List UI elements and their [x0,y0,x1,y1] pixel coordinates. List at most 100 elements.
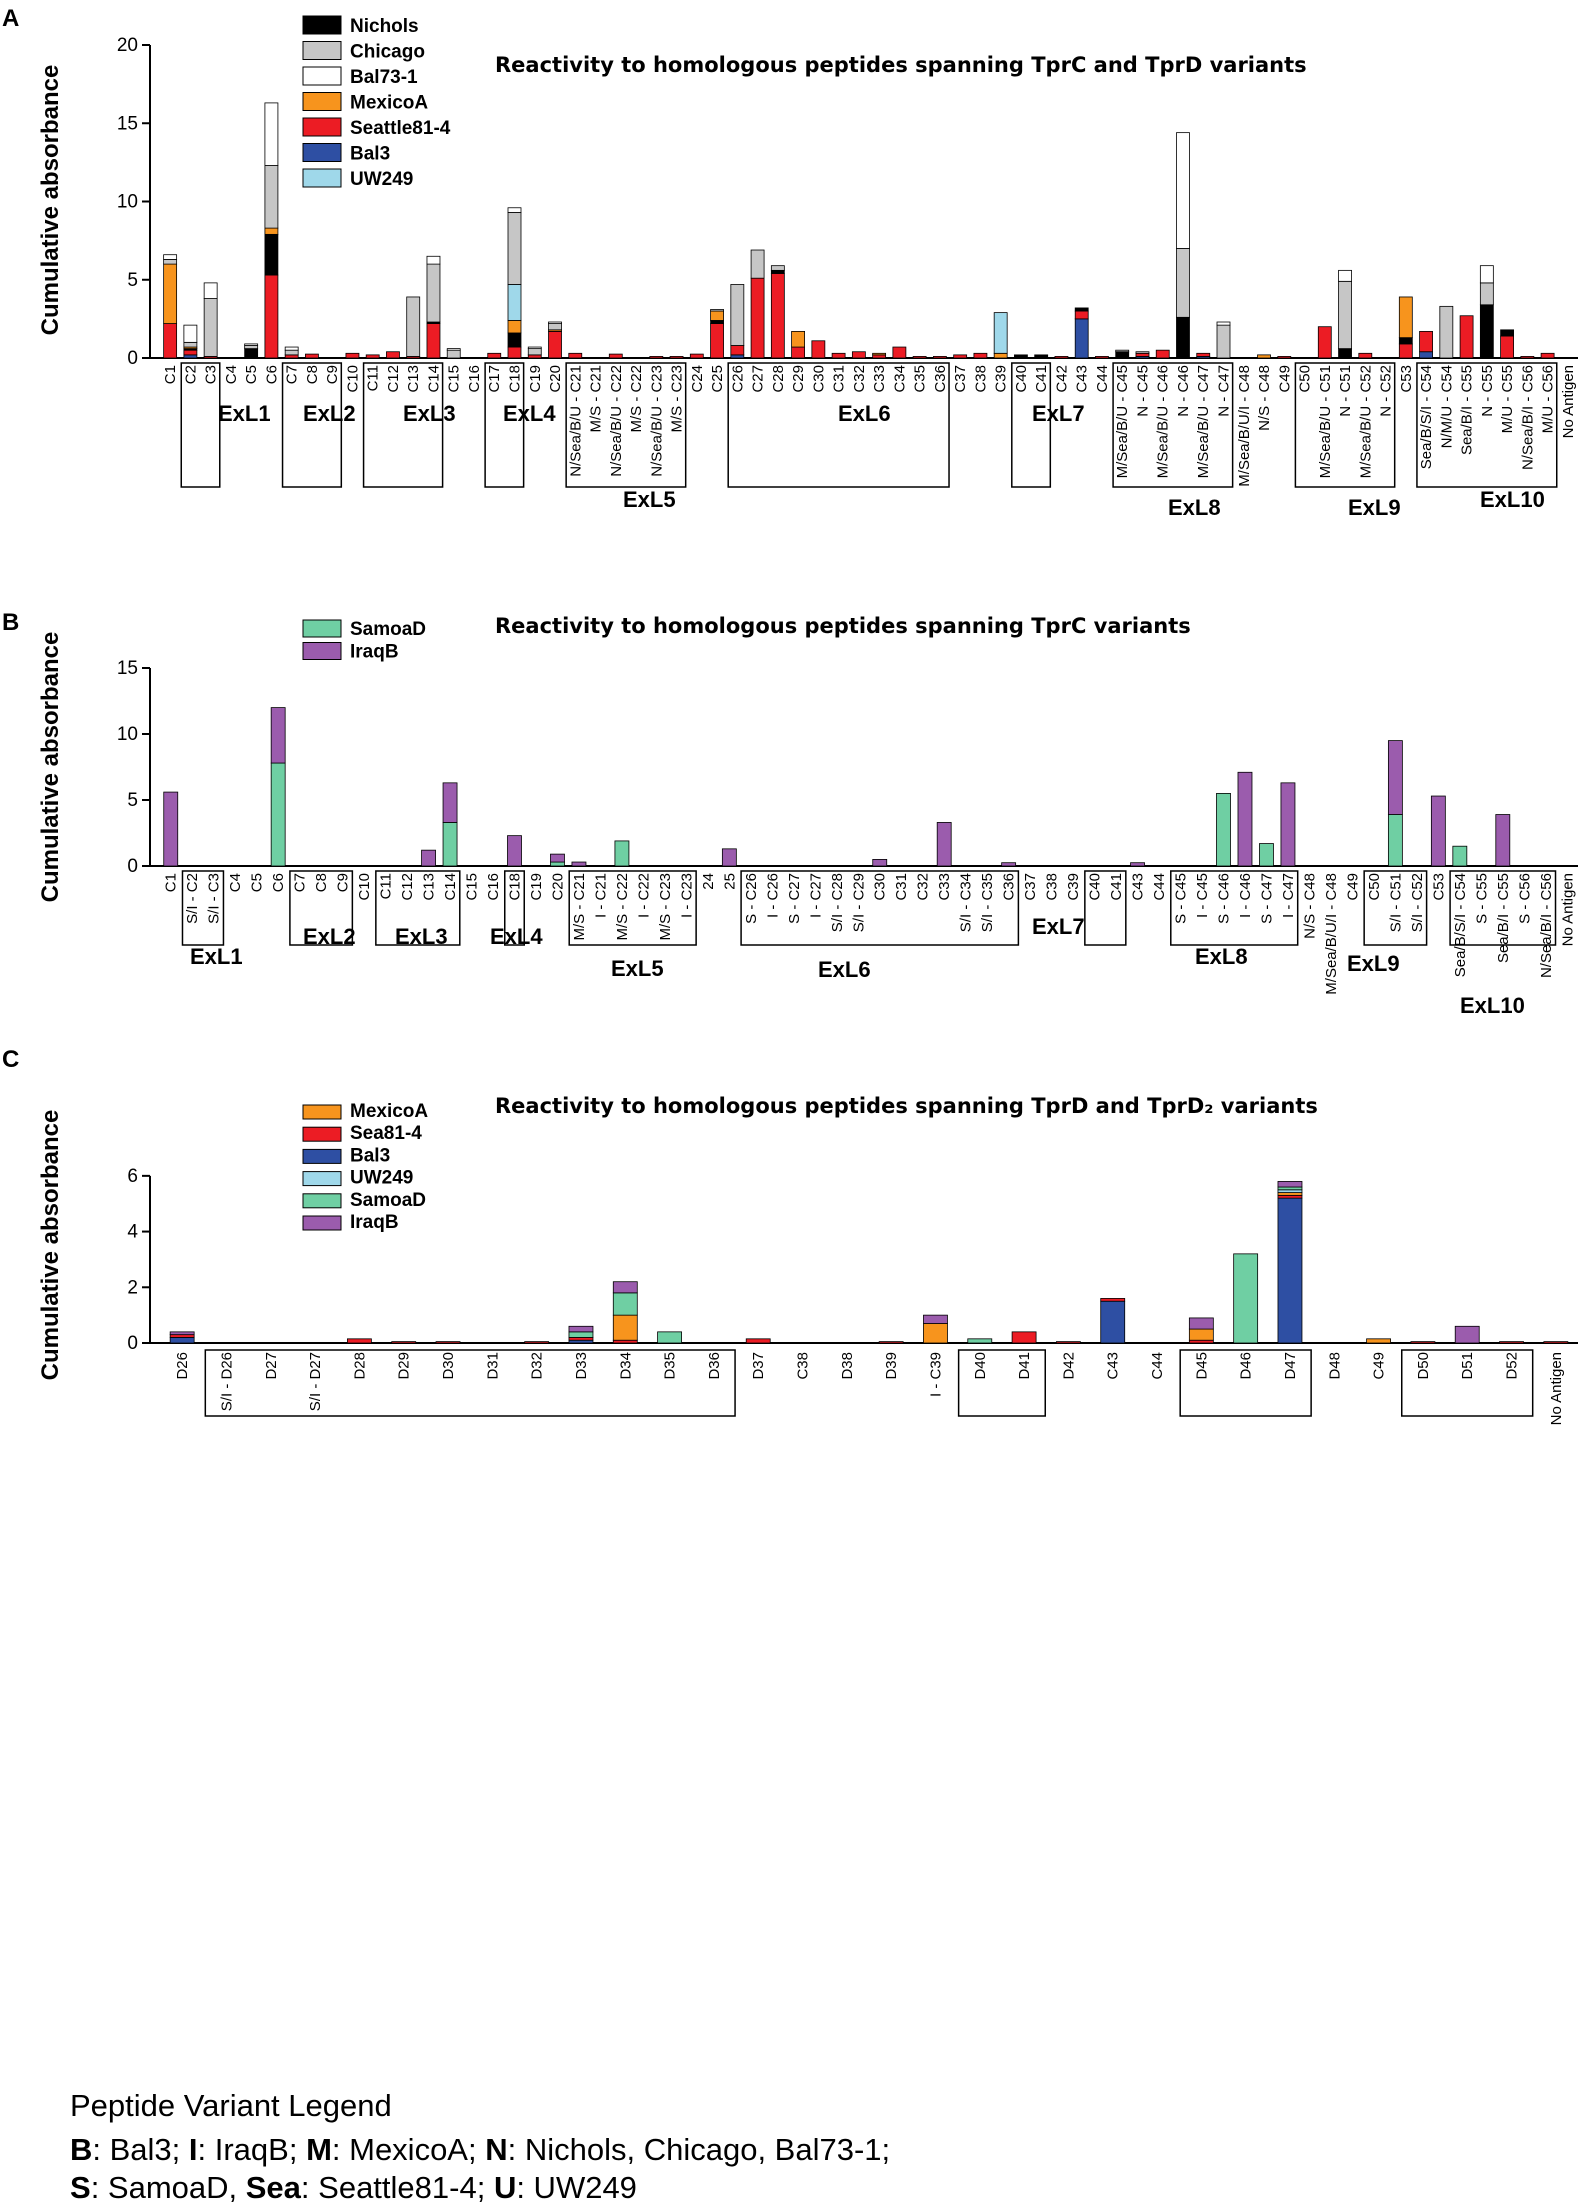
bar-segment [1188,1317,1214,1330]
bar-segment [1054,356,1069,359]
legend-label: Seattle81-4 [350,118,451,139]
group-box [180,362,221,488]
x-tick-label: S - C46 [1216,873,1233,924]
x-tick-label: S - C26 [743,873,760,924]
x-tick-label: S/I - C3 [206,873,223,924]
x-tick-label: C15 [464,873,481,901]
x-tick-label: C33 [936,873,953,901]
bar-segment [1454,1325,1480,1344]
legend-swatch [302,1193,342,1209]
bar-segment [568,1331,594,1338]
group-box [1294,362,1396,488]
y-tick-label: 5 [127,270,138,291]
x-tick-label: D51 [1459,1352,1476,1380]
bar-segment [1520,356,1535,359]
x-tick-label: D28 [351,1352,368,1380]
x-tick-label: M/S - C21 [571,873,588,941]
bar-segment [872,859,888,867]
x-tick-label: D52 [1504,1352,1521,1380]
x-tick-label: C18 [507,873,524,901]
x-tick-label: N - C51 [1337,365,1354,417]
x-tick-label: D41 [1016,1352,1033,1380]
legend-label: Bal3 [350,144,390,165]
legend-swatch [302,41,342,60]
exl-label: ExL5 [611,956,664,981]
x-tick-label: C36 [932,365,949,393]
group-box [740,870,1020,946]
note-abbr: Sea [245,2170,301,2205]
legend-swatch [302,92,342,111]
x-tick-label: C5 [243,365,260,384]
bar-segment [203,298,218,357]
bar-segment [933,356,947,359]
x-tick-label: C32 [915,873,932,901]
note-text: : UW249 [516,2170,637,2205]
bar-segment [183,349,198,356]
exl-label: ExL8 [1168,495,1221,520]
bar-segment [967,1338,993,1344]
group-box [1170,870,1299,946]
bar-segment [1233,1253,1259,1344]
x-tick-label: D27 [263,1352,280,1380]
exl-label: ExL4 [503,401,556,426]
x-tick-label: C39 [1065,873,1082,901]
bar-segment [649,356,664,359]
legend-swatch [302,117,342,137]
group-box [1179,1349,1312,1417]
bar-segment [1277,1194,1303,1199]
x-tick-label: C10 [356,873,373,901]
legend-swatch [302,1171,342,1187]
x-tick-label: C27 [750,365,767,393]
bar-segment [1500,329,1514,337]
group-box [727,362,950,488]
x-tick-label: C37 [952,365,969,393]
bar-segment [791,346,805,359]
x-tick-label: N - C47 [1216,365,1233,417]
bar-segment [1419,330,1433,353]
y-tick-label: 15 [117,658,138,679]
x-tick-label: D29 [396,1352,413,1380]
x-tick-label: I - C23 [678,873,695,918]
legend-swatch [302,1215,342,1231]
bar-segment [1216,324,1231,359]
bar-segment [435,1341,461,1344]
bar-segment [507,207,522,213]
x-tick-label: No Antigen [1559,873,1576,946]
bar-segment [1074,307,1089,312]
exl-label: ExL3 [403,401,456,426]
x-tick-label: N/Sea/B/I - C56 [1538,873,1555,978]
bar-segment [1176,316,1190,359]
bar-segment [669,356,684,359]
bar-segment [1135,352,1150,357]
bar-segment [1115,351,1130,359]
bar-segment [386,351,400,359]
bar-segment [1459,315,1474,359]
panel-letter: C [2,1046,19,1073]
legend-label: Sea81-4 [350,1123,422,1144]
x-tick-label: C36 [1001,873,1018,901]
exl-label: ExL5 [623,487,676,512]
bar-segment [507,835,522,867]
bar-segment [710,320,724,324]
bar-segment [608,353,623,359]
x-tick-label: D32 [529,1352,546,1380]
group-box [181,870,225,946]
x-tick-label: N/M/U - C54 [1438,365,1455,448]
x-tick-label: D50 [1415,1352,1432,1380]
x-tick-label: C10 [344,365,361,393]
bar-segment [770,265,785,271]
bar-segment [527,346,542,350]
x-tick-label: C30 [810,365,827,393]
x-tick-label: D26 [174,1352,191,1380]
exl-label: ExL2 [303,401,356,426]
bar-segment [1277,1192,1303,1196]
bar-segment [1074,318,1089,359]
note-abbr: B [70,2132,93,2167]
bar-segment [1056,1341,1081,1344]
bar-segment [851,351,866,359]
bar-segment [1500,335,1514,359]
bar-segment [770,269,785,274]
bar-segment [811,340,826,359]
exl-label: ExL3 [395,924,448,949]
x-tick-label: Sea/B/S/I - C54 [1452,873,1469,977]
